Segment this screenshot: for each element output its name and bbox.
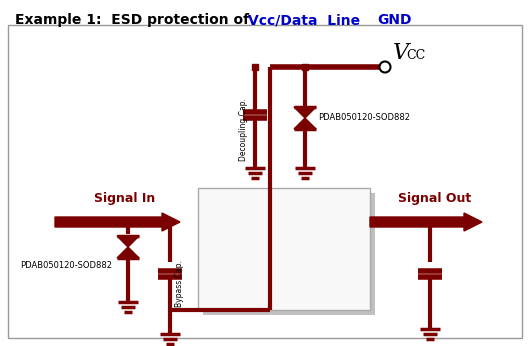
Text: CC: CC [406, 49, 425, 62]
Polygon shape [117, 236, 139, 247]
FancyArrow shape [370, 213, 482, 231]
Polygon shape [117, 247, 139, 258]
FancyArrow shape [55, 213, 180, 231]
Text: PDAB050120-SOD882: PDAB050120-SOD882 [20, 261, 112, 270]
Polygon shape [294, 118, 316, 129]
Text: Signal In: Signal In [94, 192, 156, 205]
Text: GND: GND [377, 13, 411, 27]
Polygon shape [294, 107, 316, 118]
Text: Vcc/Data  Line: Vcc/Data Line [248, 13, 360, 27]
Bar [198, 188, 370, 310]
Text: Bypass Cap.: Bypass Cap. [175, 261, 184, 308]
Text: Signal Out: Signal Out [399, 192, 472, 205]
Text: V: V [393, 42, 409, 64]
Text: Example 1:  ESD protection of: Example 1: ESD protection of [15, 13, 249, 27]
Text: Decoupling Cap.: Decoupling Cap. [240, 99, 249, 162]
Text: PDAB050120-SOD882: PDAB050120-SOD882 [318, 113, 410, 122]
Bar [203, 193, 375, 315]
